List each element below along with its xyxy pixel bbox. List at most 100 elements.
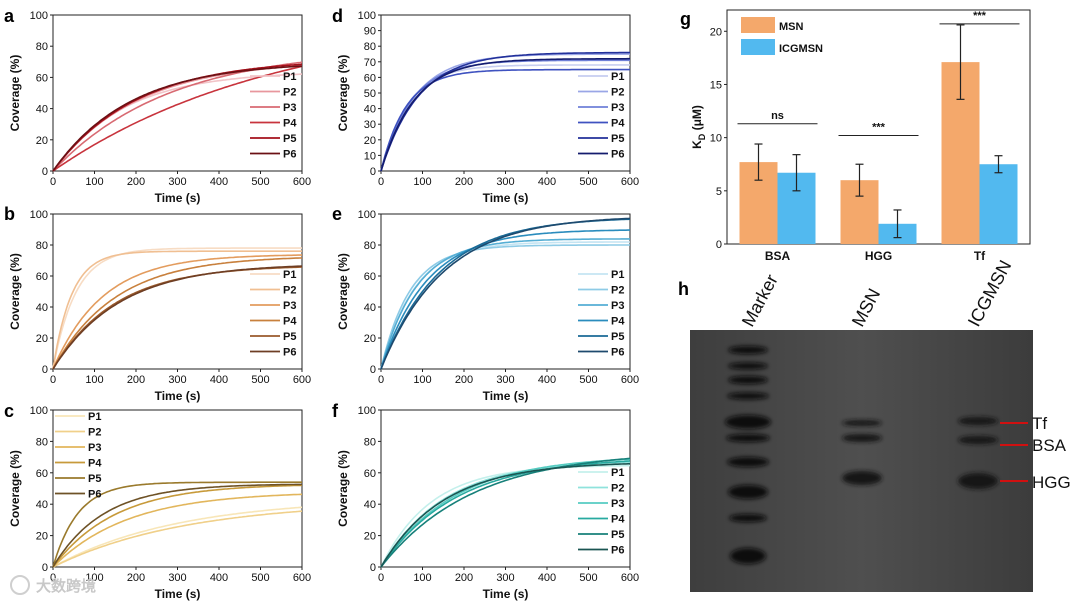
y-tick-label: 15 [710, 79, 722, 91]
series-line-P1 [380, 64, 630, 172]
series-line-P4 [52, 484, 303, 568]
x-tick-label: 100 [85, 374, 103, 386]
category-label-Tf: Tf [974, 249, 986, 263]
y-axis-title: Coverage (%) [336, 253, 350, 330]
coverage-chart-d: 0 100 200 300 400 500 600 0 10 20 30 40 50 60 70 80 90 10… [336, 10, 639, 205]
kd-bar-chart: 0 5 10 15 20 KD (μM) BSA HGG Tf ns *** *** MSN ICGMSN [690, 9, 1031, 263]
series-line-P1 [380, 464, 631, 568]
y-tick-label: 60 [364, 468, 376, 480]
y-tick-label: 10 [710, 133, 722, 145]
x-axis-title: Time (s) [155, 389, 201, 403]
legend-label-P4: P4 [611, 118, 625, 130]
y-tick-label: 40 [36, 499, 48, 511]
series-line-P3 [380, 238, 630, 370]
marker-ladder [725, 346, 771, 564]
coverage-chart-c: 0 100 200 300 400 500 600 0 20 40 60 80 100 Time (s) C… [8, 405, 311, 601]
panel-letter-h: h [678, 279, 689, 299]
legend-label-P1: P1 [88, 411, 101, 423]
legend-label-P4: P4 [88, 458, 102, 470]
x-axis-title: Time (s) [155, 191, 201, 205]
legend-label-P5: P5 [283, 331, 296, 343]
legend-label-P1: P1 [283, 71, 296, 83]
legend-label-P2: P2 [88, 427, 101, 439]
legend-swatch-MSN [741, 17, 775, 33]
band-label-hgg: HGG [1032, 473, 1071, 492]
legend-label-P6: P6 [611, 347, 624, 359]
y-tick-label: 0 [42, 364, 48, 376]
series-line-P6 [52, 483, 302, 568]
y-tick-label: 0 [42, 166, 48, 178]
series-line-P1 [52, 506, 303, 568]
series-line-P2 [52, 65, 303, 172]
panel-letter-a: a [4, 6, 15, 26]
msn-lane-bands [842, 420, 882, 485]
y-axis-title: Coverage (%) [8, 450, 22, 527]
icgmsn-lane-bands [958, 417, 998, 489]
legend-label-P6: P6 [88, 489, 101, 501]
legend-label-P5: P5 [611, 529, 624, 541]
x-axis-title: Time (s) [483, 587, 529, 601]
watermark: 大数跨境 [10, 575, 96, 595]
coverage-chart-e: 0 100 200 300 400 500 600 0 20 40 60 80 100 Time (s) C… [336, 209, 639, 403]
series-line-P5 [380, 457, 631, 568]
y-tick-label: 80 [364, 41, 376, 53]
y-axis-title-subscript: D [697, 133, 707, 140]
series-line-P4 [52, 257, 303, 370]
x-tick-label: 600 [621, 572, 639, 584]
lane-label-icgmsn: ICGMSN [964, 257, 1015, 330]
series-line-P3 [52, 61, 303, 172]
y-tick-label: 0 [370, 166, 376, 178]
y-tick-label: 0 [370, 364, 376, 376]
y-tick-label: 20 [36, 333, 48, 345]
x-tick-label: 500 [579, 572, 597, 584]
x-tick-label: 600 [621, 374, 639, 386]
x-tick-label: 200 [455, 572, 473, 584]
y-tick-label: 90 [364, 26, 376, 38]
legend-label-P6: P6 [283, 149, 296, 161]
legend-label-P3: P3 [611, 498, 624, 510]
band-label-tf: Tf [1032, 414, 1047, 433]
x-tick-label: 300 [496, 176, 514, 188]
y-axis-title: Coverage (%) [8, 55, 22, 132]
significance-label-HGG: *** [872, 122, 886, 134]
x-axis-title: Time (s) [155, 587, 201, 601]
panel-letter-e: e [332, 204, 342, 224]
series-line-P6 [380, 217, 631, 370]
series-line-P4 [52, 65, 303, 172]
x-tick-label: 500 [251, 374, 269, 386]
x-tick-label: 600 [293, 572, 311, 584]
watermark-text: 大数跨境 [36, 577, 96, 595]
legend-label-P6: P6 [283, 347, 296, 359]
y-tick-label: 0 [716, 239, 722, 251]
legend-label-P6: P6 [611, 545, 624, 557]
legend-label-P4: P4 [283, 118, 297, 130]
series-line-P6 [52, 265, 303, 370]
x-tick-label: 500 [251, 176, 269, 188]
legend-label-P4: P4 [283, 316, 297, 328]
y-tick-label: 20 [710, 26, 722, 38]
plot-frame-b [52, 213, 303, 370]
legend-label-P4: P4 [611, 514, 625, 526]
x-tick-label: 100 [413, 374, 431, 386]
x-tick-label: 200 [455, 176, 473, 188]
legend-label-P5: P5 [283, 133, 296, 145]
y-tick-label: 100 [30, 209, 48, 221]
x-tick-label: 400 [538, 374, 556, 386]
y-tick-label: 100 [30, 405, 48, 417]
x-tick-label: 100 [413, 176, 431, 188]
series-line-P3 [52, 254, 302, 370]
lane-label-msn: MSN [848, 285, 884, 330]
y-tick-label: 30 [364, 119, 376, 131]
x-axis-title: Time (s) [483, 191, 529, 205]
panel-letter-f: f [332, 401, 339, 421]
y-tick-label: 20 [364, 333, 376, 345]
y-tick-label: 10 [364, 150, 376, 162]
legend-label-P1: P1 [611, 269, 624, 281]
series-line-P6 [52, 65, 303, 172]
panel-letter-d: d [332, 6, 343, 26]
series-line-P4 [380, 229, 630, 370]
y-axis-title: Coverage (%) [336, 450, 350, 527]
y-tick-label: 80 [36, 240, 48, 252]
y-tick-label: 20 [364, 531, 376, 543]
